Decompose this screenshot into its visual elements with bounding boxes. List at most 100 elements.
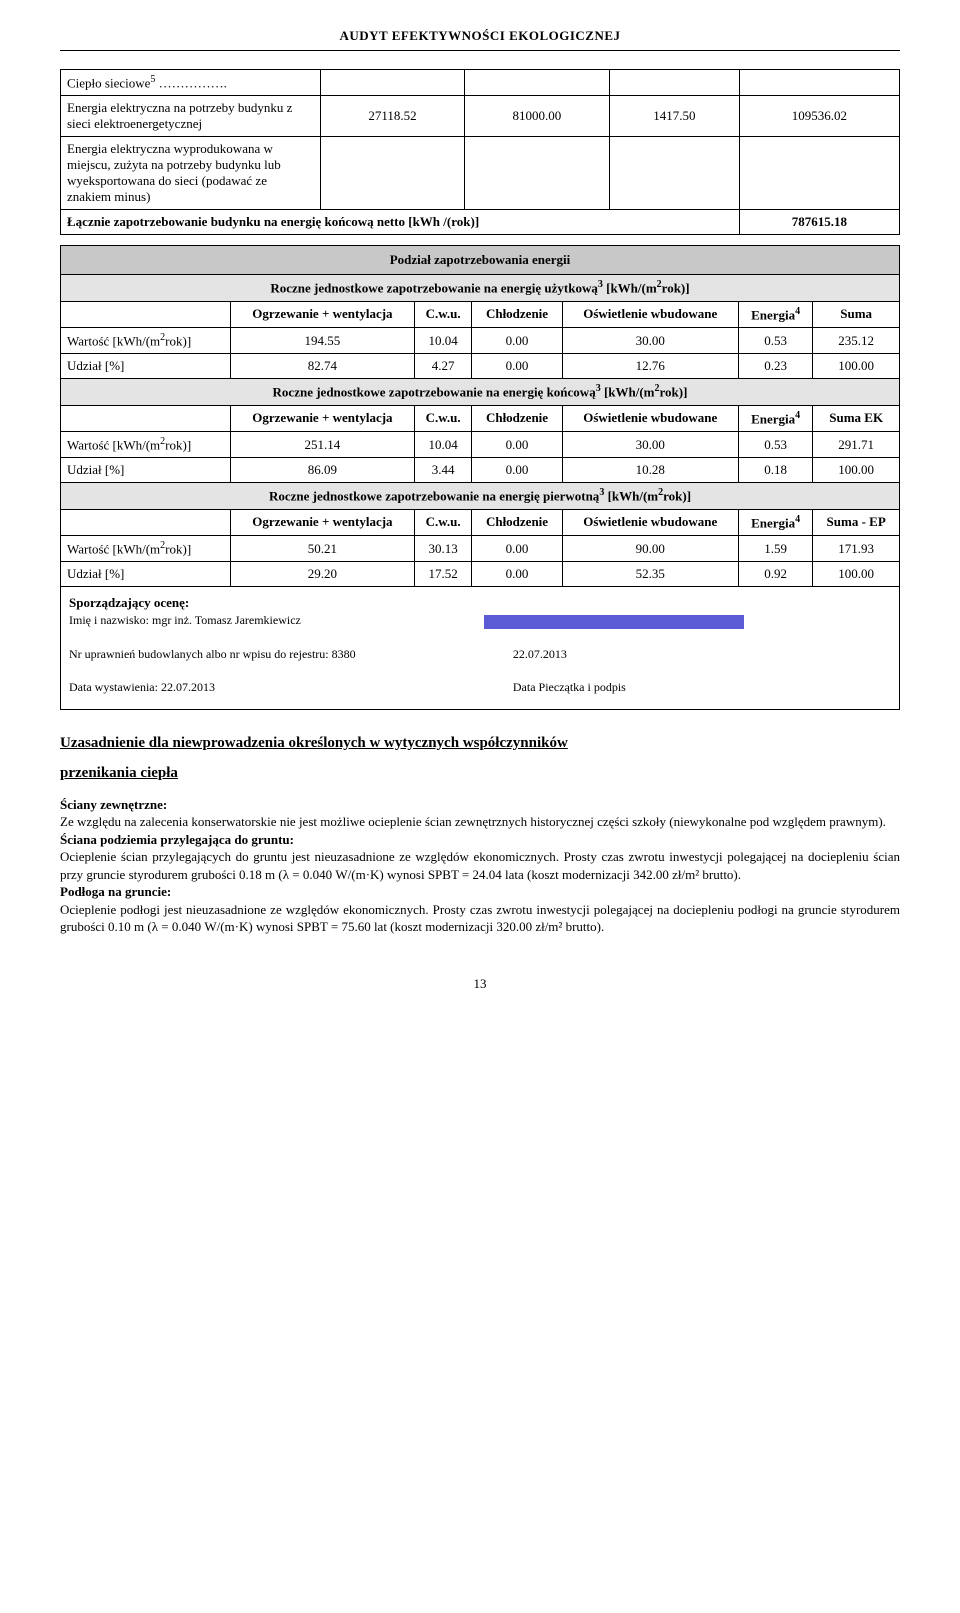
- col-header: Oświetlenie wbudowane: [562, 405, 738, 431]
- cell-value: 0.23: [738, 354, 812, 379]
- row-label: Udział [%]: [61, 354, 231, 379]
- paragraph-text: Ze względu na zalecenia konserwatorskie …: [60, 814, 886, 829]
- subheading: Ściana podziemia przylegająca do gruntu:: [60, 832, 294, 847]
- cell-value: 0.00: [472, 354, 562, 379]
- paragraph-text: Ocieplenie ścian przylegających do grunt…: [60, 849, 900, 882]
- cell-value: 1.59: [738, 535, 812, 561]
- paragraph-text: Ocieplenie podłogi jest nieuzasadnione z…: [60, 902, 900, 935]
- cell-value: 10.28: [562, 458, 738, 483]
- cell-value: 82.74: [231, 354, 415, 379]
- row-label: Udział [%]: [61, 562, 231, 587]
- col-header: Ogrzewanie + wentylacja: [231, 509, 415, 535]
- row-label: Energia elektryczna na potrzeby budynku …: [61, 96, 321, 137]
- col-header: Ogrzewanie + wentylacja: [231, 301, 415, 327]
- cell-value: 171.93: [813, 535, 900, 561]
- cell-value: 194.55: [231, 327, 415, 353]
- col-header: Energia4: [738, 301, 812, 327]
- col-header: Chłodzenie: [472, 301, 562, 327]
- cell-value: 12.76: [562, 354, 738, 379]
- subtable-title: Roczne jednostkowe zapotrzebowanie na en…: [61, 483, 900, 509]
- col-header: Energia4: [738, 405, 812, 431]
- cell-value: 291.71: [813, 431, 900, 457]
- table-row: Udział [%] 86.09 3.44 0.00 10.28 0.18 10…: [61, 458, 900, 483]
- cell-value: 52.35: [562, 562, 738, 587]
- cell-value: 30.00: [562, 327, 738, 353]
- row-label: Ciepło sieciowe5 …………….: [61, 70, 321, 96]
- total-value: 787615.18: [739, 210, 899, 235]
- cell-value: 0.00: [472, 458, 562, 483]
- cell-value: 10.04: [414, 431, 472, 457]
- cell-value: 0.92: [738, 562, 812, 587]
- col-header: Suma EK: [813, 405, 900, 431]
- row-label: Wartość [kWh/(m2rok)]: [61, 327, 231, 353]
- table-row: Wartość [kWh/(m2rok)] 194.55 10.04 0.00 …: [61, 327, 900, 353]
- breakdown-table: Podział zapotrzebowania energii Roczne j…: [60, 245, 900, 709]
- col-header: Energia4: [738, 509, 812, 535]
- cell-value: 1417.50: [609, 96, 739, 137]
- column-header-row: Ogrzewanie + wentylacja C.w.u. Chłodzeni…: [61, 405, 900, 431]
- total-row: Łącznie zapotrzebowanie budynku na energ…: [61, 210, 900, 235]
- col-header: C.w.u.: [414, 509, 472, 535]
- cell-value: 3.44: [414, 458, 472, 483]
- row-label: Udział [%]: [61, 458, 231, 483]
- row-label: Wartość [kWh/(m2rok)]: [61, 535, 231, 561]
- cell-value: 29.20: [231, 562, 415, 587]
- cell-value: 100.00: [813, 354, 900, 379]
- justification-body: Ściany zewnętrzne: Ze względu na zalecen…: [60, 796, 900, 936]
- cell-value: 90.00: [562, 535, 738, 561]
- license-number: Nr uprawnień budowlanych albo nr wpisu d…: [69, 647, 513, 662]
- cell-value: 86.09: [231, 458, 415, 483]
- subheading: Ściany zewnętrzne:: [60, 797, 167, 812]
- subtable-title: Roczne jednostkowe zapotrzebowanie na en…: [61, 275, 900, 301]
- col-header: Chłodzenie: [472, 509, 562, 535]
- author-name: Imię i nazwisko: mgr inż. Tomasz Jaremki…: [69, 613, 301, 627]
- cell-value: 0.53: [738, 431, 812, 457]
- cell-value: 109536.02: [739, 96, 899, 137]
- cell-value: 4.27: [414, 354, 472, 379]
- col-header: Chłodzenie: [472, 405, 562, 431]
- cell-value: 30.00: [562, 431, 738, 457]
- cell-value: 0.18: [738, 458, 812, 483]
- cell-value: 30.13: [414, 535, 472, 561]
- col-header: C.w.u.: [414, 405, 472, 431]
- author-heading: Sporządzający ocenę:: [69, 595, 891, 611]
- cell-value: 27118.52: [321, 96, 465, 137]
- cell-value: 50.21: [231, 535, 415, 561]
- cell-value: 0.00: [472, 562, 562, 587]
- page-header: AUDYT EFEKTYWNOŚCI EKOLOGICZNEJ: [60, 28, 900, 44]
- author-block: Sporządzający ocenę: Imię i nazwisko: mg…: [61, 587, 900, 709]
- header-rule: [60, 50, 900, 51]
- redacted-block: [484, 615, 744, 629]
- cell-value: 17.52: [414, 562, 472, 587]
- cell-value: 251.14: [231, 431, 415, 457]
- license-date: 22.07.2013: [513, 647, 567, 662]
- col-header: Ogrzewanie + wentylacja: [231, 405, 415, 431]
- stamp-label: Data Pieczątka i podpis: [513, 680, 626, 695]
- table-row: Wartość [kWh/(m2rok)] 50.21 30.13 0.00 9…: [61, 535, 900, 561]
- col-header: Oświetlenie wbudowane: [562, 301, 738, 327]
- top-energy-table: Ciepło sieciowe5 ……………. Energia elektryc…: [60, 69, 900, 235]
- cell-value: 0.00: [472, 535, 562, 561]
- col-header: Oświetlenie wbudowane: [562, 509, 738, 535]
- table-row: Udział [%] 82.74 4.27 0.00 12.76 0.23 10…: [61, 354, 900, 379]
- justification-heading: Uzasadnienie dla niewprowadzenia określo…: [60, 728, 900, 788]
- table-row: Energia elektryczna na potrzeby budynku …: [61, 96, 900, 137]
- cell-value: 10.04: [414, 327, 472, 353]
- column-header-row: Ogrzewanie + wentylacja C.w.u. Chłodzeni…: [61, 509, 900, 535]
- cell-value: 0.00: [472, 431, 562, 457]
- table-row: Wartość [kWh/(m2rok)] 251.14 10.04 0.00 …: [61, 431, 900, 457]
- cell-value: 100.00: [813, 458, 900, 483]
- cell-value: 0.53: [738, 327, 812, 353]
- col-header: Suma - EP: [813, 509, 900, 535]
- subheading: Podłoga na gruncie:: [60, 884, 171, 899]
- col-header: Suma: [813, 301, 900, 327]
- section-title: Podział zapotrzebowania energii: [61, 246, 900, 275]
- issue-date: Data wystawienia: 22.07.2013: [69, 680, 513, 695]
- row-label: Energia elektryczna wyprodukowana w miej…: [61, 137, 321, 210]
- total-label: Łącznie zapotrzebowanie budynku na energ…: [61, 210, 740, 235]
- cell-value: 81000.00: [464, 96, 609, 137]
- col-header: C.w.u.: [414, 301, 472, 327]
- cell-value: 0.00: [472, 327, 562, 353]
- row-label: Wartość [kWh/(m2rok)]: [61, 431, 231, 457]
- table-row: Udział [%] 29.20 17.52 0.00 52.35 0.92 1…: [61, 562, 900, 587]
